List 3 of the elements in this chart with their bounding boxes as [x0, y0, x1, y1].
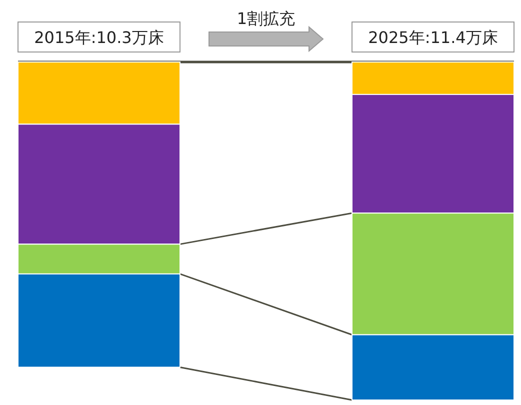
x-tick-label: 2025年:11.4万床 — [368, 28, 498, 47]
text: 1割拡充 — [236, 9, 296, 28]
x-tick-label: 2015年:10.3万床 — [34, 28, 164, 47]
